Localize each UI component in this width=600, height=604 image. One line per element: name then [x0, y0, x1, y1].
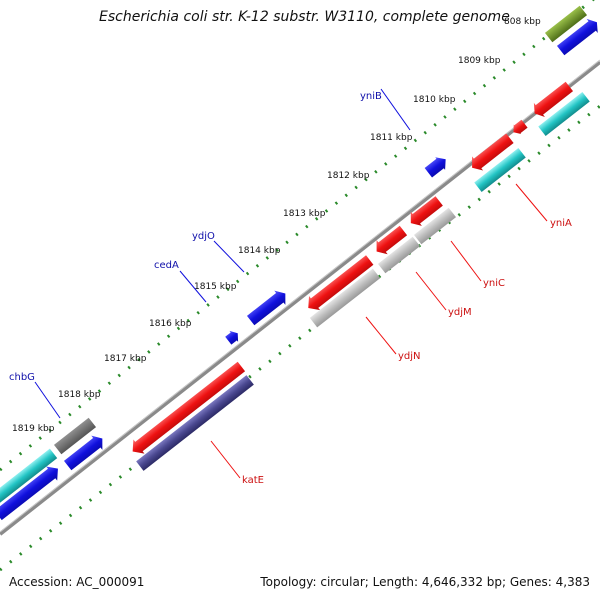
gene-yniB-feature[interactable] — [423, 153, 450, 179]
leader-line — [213, 240, 245, 273]
feature-bar[interactable] — [53, 417, 97, 455]
feature-bar[interactable] — [309, 268, 381, 328]
genome-backbone-highlight — [0, 59, 600, 533]
tick-label: 1809 kbp — [458, 56, 501, 66]
leader-line — [515, 183, 548, 222]
outer-tick-ruler — [0, 0, 595, 472]
leader-line — [179, 270, 207, 303]
gene-chbG-feature[interactable] — [62, 431, 108, 472]
gene-cedA-feature[interactable] — [224, 328, 242, 346]
gene-label-katE[interactable]: katE — [242, 475, 264, 486]
gene-label-chbG[interactable]: chbG — [9, 372, 35, 383]
feature-bar[interactable] — [0, 448, 58, 508]
leader-line — [415, 271, 447, 311]
feature-bar[interactable] — [529, 79, 575, 120]
auxiliary-features — [0, 5, 590, 508]
feature-bar[interactable] — [510, 119, 528, 137]
inner-tick-ruler — [0, 104, 600, 572]
feature-bar[interactable] — [538, 92, 590, 136]
leader-line — [210, 440, 241, 479]
gene-katE-feature[interactable] — [127, 359, 247, 458]
leader-line — [450, 240, 482, 282]
gene-label-leaders — [34, 88, 548, 479]
gene-yniC-feature[interactable] — [405, 194, 444, 230]
gene-ydjO-feature[interactable] — [245, 286, 291, 327]
feature-bar[interactable] — [474, 148, 526, 192]
tick-label: 808 kbp — [504, 17, 541, 27]
gene-label-yniB[interactable]: yniB — [360, 91, 382, 102]
gene-label-ydjN[interactable]: ydjN — [398, 351, 421, 362]
feature-bar[interactable] — [0, 462, 63, 523]
gene-label-cedA[interactable]: cedA — [154, 260, 179, 271]
genome-info-footer: Accession: AC_000091 Topology: circular;… — [0, 572, 600, 592]
topology-text: Topology: circular; Length: 4,646,332 bp… — [260, 575, 590, 589]
leader-line — [365, 316, 397, 355]
minus-strand-track-features — [136, 207, 457, 471]
tick-label: 1811 kbp — [370, 133, 413, 143]
tick-label: 1815 kbp — [194, 282, 237, 292]
feature-bar[interactable] — [377, 236, 421, 274]
gene-label-yniA[interactable]: yniA — [550, 218, 572, 229]
plus-strand-features — [0, 15, 600, 523]
leader-line — [380, 88, 411, 131]
tick-label: 1818 kbp — [58, 390, 101, 400]
ruler-tick-labels: 808 kbp 1809 kbp 1810 kbp 1811 kbp 1812 … — [12, 17, 541, 434]
gene-ydjN-feature[interactable] — [303, 253, 376, 315]
leader-line — [34, 381, 61, 419]
feature-bar[interactable] — [413, 207, 457, 245]
genome-title: Escherichia coli str. K-12 substr. W3110… — [99, 9, 510, 25]
feature-bar[interactable] — [136, 375, 254, 471]
tick-label: 1813 kbp — [283, 209, 326, 219]
accession-text: Accession: AC_000091 — [9, 575, 145, 589]
feature-bar[interactable] — [555, 15, 600, 58]
tick-label: 1817 kbp — [104, 354, 147, 364]
tick-label: 1812 kbp — [327, 171, 370, 181]
gene-label-ydjM[interactable]: ydjM — [448, 307, 472, 318]
gene-labels: yniB ydjO cedA chbG yniA yniC ydjM ydjN … — [9, 91, 572, 486]
gene-label-yniC[interactable]: yniC — [483, 278, 505, 289]
genome-backbone — [0, 60, 600, 536]
gene-ydjM-feature[interactable] — [371, 223, 409, 258]
gene-label-ydjO[interactable]: ydjO — [192, 231, 215, 242]
tick-label: 1819 kbp — [12, 424, 55, 434]
tick-label: 1816 kbp — [149, 319, 192, 329]
tick-label: 1810 kbp — [413, 95, 456, 105]
gene-yniA-feature[interactable] — [467, 131, 516, 175]
tick-label: 1814 kbp — [238, 246, 281, 256]
feature-bar[interactable] — [544, 5, 588, 43]
genome-title-bar: Escherichia coli str. K-12 substr. W3110… — [0, 9, 600, 29]
minus-strand-features — [127, 79, 575, 458]
